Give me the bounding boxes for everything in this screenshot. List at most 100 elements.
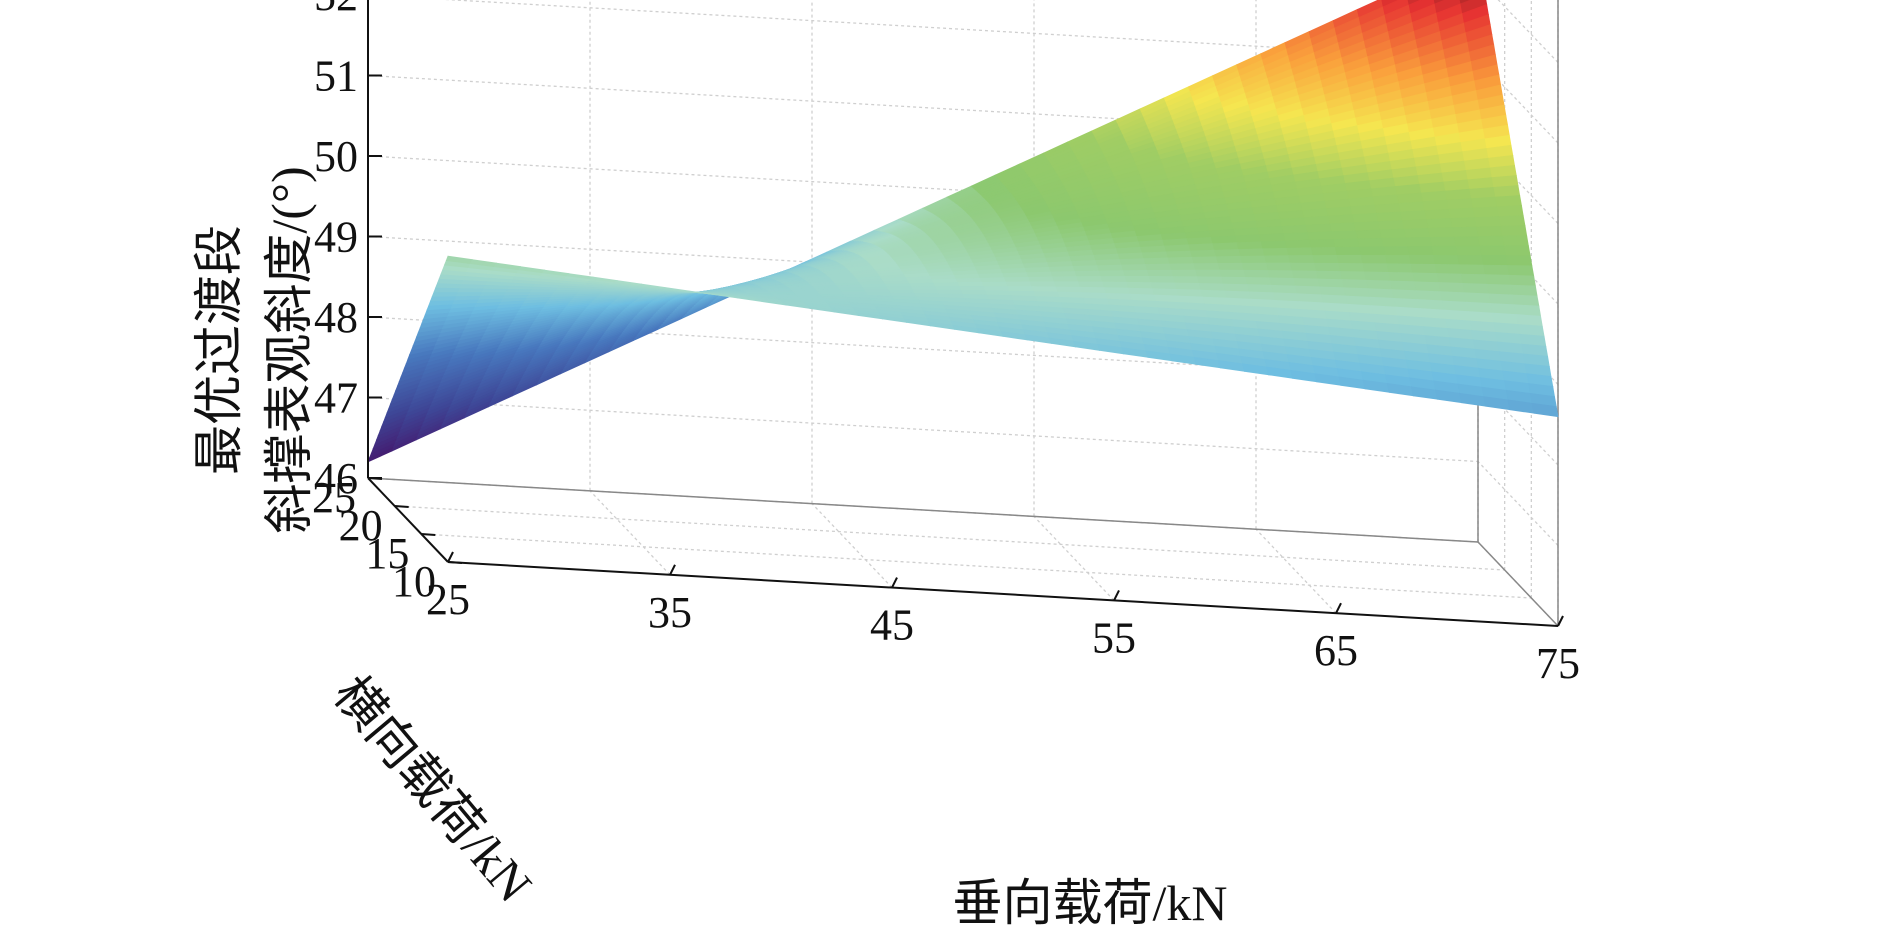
z-axis-title-line1: 最优过渡段 — [191, 225, 247, 475]
surface-patch — [1384, 254, 1412, 265]
surface-patch — [1264, 255, 1292, 264]
surface-patch — [1402, 219, 1429, 230]
surface-patch — [1353, 221, 1381, 232]
surface-patch — [1462, 282, 1490, 295]
back-wall-grid-line — [367, 396, 1479, 463]
surface-patch — [1238, 248, 1266, 257]
surface-patch — [1310, 246, 1338, 256]
surface-patch — [1352, 212, 1379, 224]
surface-patch — [1212, 242, 1240, 251]
surface-patch — [1050, 271, 1078, 278]
surface-patch — [1190, 249, 1218, 258]
surface-patch — [1215, 255, 1243, 264]
surface-patch — [1048, 265, 1076, 273]
surface-patch — [1376, 211, 1404, 223]
surface-patch — [1145, 263, 1173, 271]
x-tick-label: 35 — [648, 588, 692, 637]
surface-patch — [1509, 274, 1536, 287]
surface-patch — [1317, 278, 1345, 289]
surface-patch — [1281, 224, 1309, 235]
surface-patch — [1429, 236, 1457, 247]
x-tick-label: 25 — [426, 575, 470, 624]
y-tick-label: 25 — [312, 473, 356, 522]
surface-patch — [1502, 235, 1529, 247]
surface-patch — [1340, 271, 1367, 281]
surface-patch — [1453, 236, 1481, 247]
surface-patch — [1446, 198, 1474, 210]
floor-grid-line — [1255, 528, 1337, 614]
x-tick-label: 45 — [870, 601, 914, 650]
z-tick-label: 51 — [314, 52, 358, 101]
surface-patch — [1026, 271, 1054, 278]
x-tick-mark — [1113, 589, 1120, 601]
surface-patch — [1119, 258, 1147, 266]
surface-patch — [1495, 195, 1522, 208]
surface-patch — [1362, 263, 1390, 273]
surface-patch — [1102, 281, 1130, 289]
surface-patch — [1498, 215, 1526, 227]
surface-patch — [1474, 216, 1502, 228]
surface-patch — [1431, 245, 1459, 256]
x-tick-mark — [1557, 615, 1564, 627]
surface-patch — [1098, 270, 1126, 277]
surface-patch — [1074, 270, 1102, 278]
surface-patch — [1488, 293, 1516, 306]
surface-patch — [528, 291, 556, 296]
axis-layer — [367, 0, 1564, 627]
surface-patch — [1333, 238, 1360, 248]
surface-patch — [1471, 196, 1498, 209]
surface-patch — [1172, 276, 1200, 284]
surface-patch — [1191, 256, 1219, 265]
surface-patch — [1364, 271, 1392, 282]
surface-patch — [1481, 255, 1509, 266]
x-tick-label: 55 — [1092, 613, 1136, 662]
surface-patch — [1424, 208, 1452, 220]
surface-patch — [1052, 276, 1080, 283]
surface-patch — [1510, 284, 1538, 297]
surface-patch — [1507, 265, 1535, 277]
surface-patch — [1143, 257, 1171, 265]
surface-patch — [981, 281, 1009, 288]
surface-patch — [1426, 218, 1454, 229]
surface-patch — [1078, 281, 1106, 289]
side-wall-grid-line — [1477, 461, 1559, 546]
surface-patch — [1245, 276, 1273, 286]
surface-patch — [1377, 220, 1405, 231]
surface-patch — [1240, 255, 1268, 264]
surface-patch — [1472, 206, 1500, 219]
surface-patch — [1400, 210, 1428, 222]
surface-patch — [1531, 402, 1559, 418]
surface-patch — [1198, 282, 1226, 292]
surface-patch — [1486, 283, 1514, 296]
surface-patch — [1410, 263, 1438, 274]
surface-patch — [1493, 185, 1521, 198]
x-tick-label: 65 — [1314, 626, 1358, 675]
surface-patch — [1438, 282, 1466, 294]
surface-patch — [431, 291, 459, 297]
y-tick-label: 10 — [392, 557, 436, 606]
surface-patch — [886, 286, 914, 291]
surface-patch — [1291, 270, 1319, 280]
surface-patch — [1512, 294, 1540, 307]
surface-patch — [1290, 262, 1318, 272]
y-tick-mark — [421, 533, 436, 536]
surface-patch — [1100, 275, 1128, 283]
floor-grid-line — [589, 490, 671, 576]
surface-patch — [1236, 241, 1264, 250]
surface-patch — [1331, 230, 1359, 240]
surface-patch — [1265, 262, 1293, 272]
surface-patch — [1053, 281, 1081, 288]
surface-patch — [1002, 272, 1030, 279]
surface-patch — [1405, 236, 1433, 248]
y-tick-mark — [394, 505, 409, 508]
surface-patch — [1360, 254, 1388, 265]
surface-patch — [1262, 247, 1290, 257]
surface-patch — [1214, 249, 1242, 258]
surface-patch — [1476, 225, 1504, 238]
surface-patch — [1029, 281, 1057, 288]
surface-patch — [1258, 233, 1286, 243]
surface-patch — [1459, 264, 1486, 276]
surface-patch — [1286, 247, 1314, 257]
surface-patch — [1169, 263, 1197, 271]
surface-patch — [1076, 276, 1104, 283]
